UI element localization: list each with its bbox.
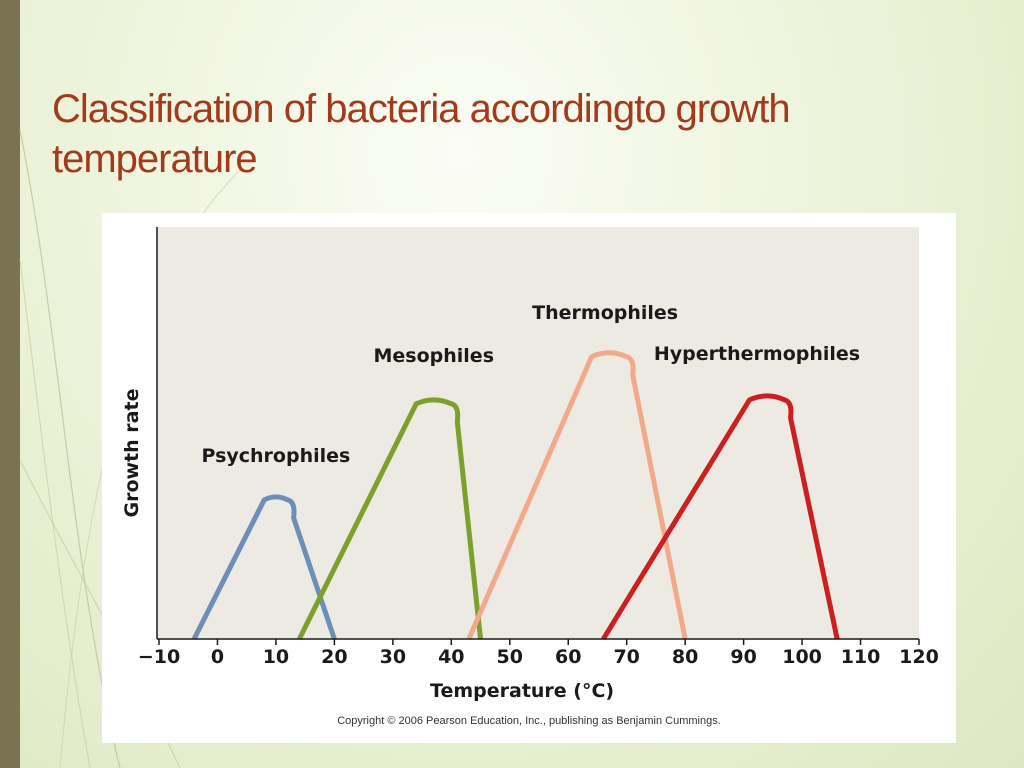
series-label-hyperthermophiles: Hyperthermophiles xyxy=(654,343,860,365)
series-curve-mesophiles xyxy=(297,397,484,641)
y-axis-title: Growth rate xyxy=(121,389,143,518)
chart-figure: −10 0 10 20 30 40 50 60 70 80 90 100 110 120 Psychrop… xyxy=(102,213,956,743)
x-tick-label: 30 xyxy=(380,646,406,668)
x-tick-label: 70 xyxy=(613,646,639,668)
series-curve-hyperthermophiles xyxy=(601,393,840,641)
x-tick-label: −10 xyxy=(138,646,180,668)
x-ticks-layer: −10 0 10 20 30 40 50 60 70 80 90 100 110 120 xyxy=(138,639,939,668)
x-tick-label: 100 xyxy=(782,646,822,668)
series-label-psychrophiles: Psychrophiles xyxy=(201,445,350,467)
slide-title: Classification of bacteria accordingto g… xyxy=(52,87,791,181)
series-layer xyxy=(191,350,840,641)
x-axis-title: Temperature (°C) xyxy=(430,680,614,702)
slide-left-bar xyxy=(0,0,20,768)
x-tick-label: 40 xyxy=(438,646,464,668)
series-label-mesophiles: Mesophiles xyxy=(374,345,495,367)
x-tick-label: 110 xyxy=(841,646,881,668)
copyright-note: Copyright © 2006 Pearson Education, Inc.… xyxy=(337,715,721,727)
series-label-thermophiles: Thermophiles xyxy=(532,302,678,324)
growth-temperature-chart: −10 0 10 20 30 40 50 60 70 80 90 100 110 120 Psychrop… xyxy=(121,227,939,702)
series-curve-psychrophiles xyxy=(191,494,337,641)
x-tick-label: 20 xyxy=(321,646,347,668)
x-tick-label: 90 xyxy=(730,646,756,668)
x-tick-label: 120 xyxy=(899,646,939,668)
plot-background xyxy=(157,227,919,639)
x-tick-label: 10 xyxy=(263,646,289,668)
x-tick-label: 60 xyxy=(555,646,581,668)
series-labels-layer: Psychrophiles Mesophiles Thermophiles Hyper… xyxy=(201,302,860,467)
x-tick-label: 0 xyxy=(211,646,224,668)
x-tick-label: 50 xyxy=(497,646,523,668)
series-curve-thermophiles xyxy=(466,350,688,640)
x-tick-label: 80 xyxy=(672,646,698,668)
